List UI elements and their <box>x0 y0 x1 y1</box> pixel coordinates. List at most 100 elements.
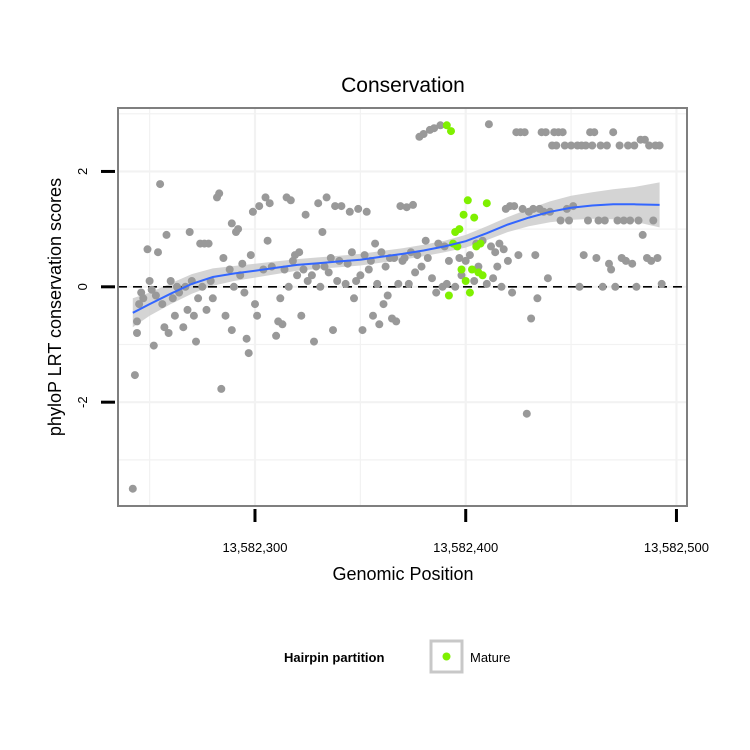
data-point <box>541 128 550 137</box>
data-point <box>314 199 323 208</box>
mature-data-point <box>470 213 479 222</box>
data-point <box>470 277 479 285</box>
data-point <box>166 277 175 285</box>
data-point <box>276 294 285 303</box>
data-point <box>170 311 179 320</box>
data-point <box>234 225 243 234</box>
data-point <box>307 271 316 280</box>
data-point <box>337 202 346 211</box>
data-point <box>345 207 354 216</box>
data-point <box>491 248 500 257</box>
data-point <box>638 230 647 239</box>
data-point <box>579 251 588 260</box>
data-point <box>350 294 358 303</box>
data-point <box>164 329 173 337</box>
plot-panel-border <box>117 107 688 507</box>
data-point <box>189 311 198 320</box>
data-point <box>430 124 439 133</box>
legend: Hairpin partition Mature <box>284 639 510 674</box>
data-point <box>628 259 637 268</box>
data-point <box>645 141 654 150</box>
data-point <box>632 282 641 291</box>
data-point <box>556 216 565 225</box>
data-point <box>375 320 384 329</box>
data-point <box>411 268 420 277</box>
data-point <box>630 141 639 150</box>
data-point <box>428 274 436 283</box>
data-point <box>598 282 607 291</box>
data-point <box>442 279 451 288</box>
data-point <box>219 254 228 262</box>
smooth-line <box>132 203 660 314</box>
data-point <box>592 254 601 262</box>
data-point <box>417 262 426 271</box>
data-point <box>514 251 523 260</box>
data-point <box>369 311 377 320</box>
data-point <box>383 291 392 300</box>
data-point <box>331 202 340 211</box>
data-point <box>272 331 281 340</box>
mature-data-point <box>463 196 472 205</box>
data-point <box>655 141 664 150</box>
data-point <box>135 300 144 309</box>
data-point <box>493 262 502 271</box>
chart-title: Conservation <box>341 74 465 97</box>
data-point <box>600 216 609 225</box>
data-point <box>168 294 177 303</box>
data-point <box>133 317 141 326</box>
data-point <box>402 203 411 212</box>
data-point <box>227 326 236 335</box>
data-point <box>522 409 531 418</box>
data-point <box>432 288 441 297</box>
data-point <box>499 245 508 254</box>
data-point <box>208 294 217 303</box>
data-point <box>154 248 162 257</box>
data-point <box>227 219 236 228</box>
data-point <box>242 334 251 343</box>
y-axis: -2 0 2 <box>75 168 115 408</box>
data-point <box>362 207 371 216</box>
legend-label-mature: Mature <box>470 650 510 665</box>
data-point <box>238 259 247 268</box>
data-point <box>434 239 443 248</box>
data-point <box>248 207 257 216</box>
data-point <box>326 254 335 262</box>
mature-data-point <box>478 271 487 280</box>
x-tick-label: 13,582,300 <box>222 540 287 555</box>
data-point <box>244 349 253 358</box>
data-point <box>508 288 517 297</box>
data-point <box>444 256 453 265</box>
data-point <box>419 130 428 138</box>
data-point <box>185 228 194 236</box>
data-point <box>225 265 234 274</box>
data-point <box>552 141 561 150</box>
data-point <box>377 248 386 257</box>
data-point <box>619 216 628 225</box>
mature-data-point <box>465 288 474 297</box>
data-point <box>183 305 192 314</box>
mature-data-point <box>468 265 476 274</box>
legend-title: Hairpin partition <box>284 650 384 665</box>
y-tick-label: 2 <box>75 168 90 175</box>
data-point <box>567 141 576 150</box>
data-point <box>286 196 295 205</box>
data-point <box>299 265 308 274</box>
data-point <box>624 141 632 150</box>
data-point <box>246 251 255 260</box>
data-point <box>474 262 483 271</box>
data-point <box>310 337 318 346</box>
data-point <box>320 262 329 271</box>
mature-data-point <box>444 291 453 300</box>
x-tick-label: 13,582,500 <box>644 540 709 555</box>
data-point <box>156 180 165 189</box>
y-axis-title: phyloP LRT conservation scores <box>45 178 65 436</box>
y-tick-label: 0 <box>75 283 90 290</box>
data-point <box>147 285 156 294</box>
data-point <box>400 254 409 262</box>
data-point <box>531 251 540 260</box>
data-point <box>465 251 474 260</box>
data-point <box>482 279 491 288</box>
data-point <box>202 305 211 314</box>
data-point <box>341 279 350 288</box>
data-point <box>436 121 445 130</box>
